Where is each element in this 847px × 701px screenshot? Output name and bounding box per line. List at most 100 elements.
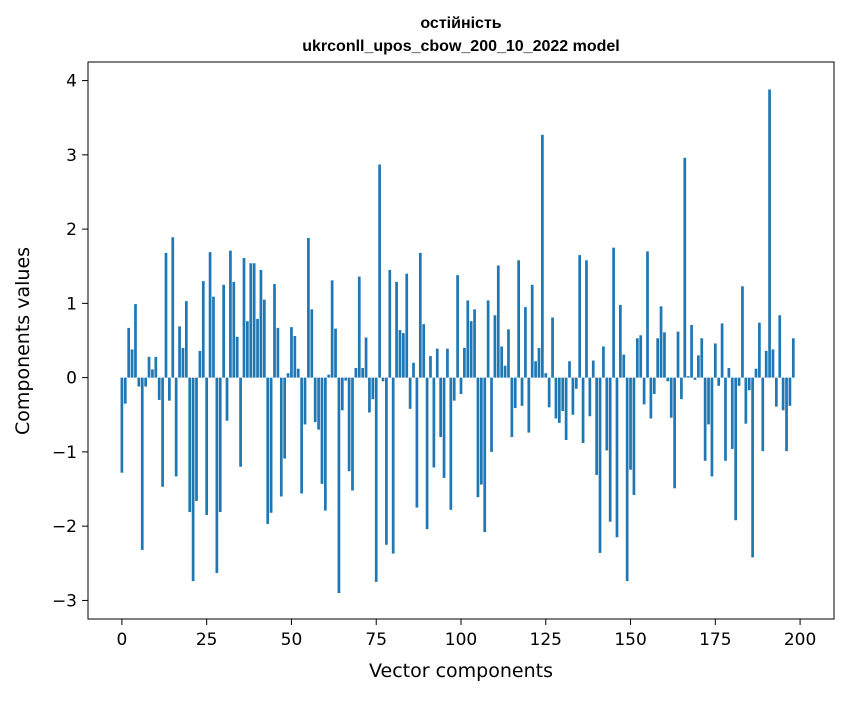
bar-23 — [198, 350, 202, 378]
bar-72 — [364, 337, 368, 378]
bar-78 — [385, 377, 388, 545]
bar-184 — [744, 377, 748, 424]
bar-194 — [778, 315, 782, 378]
bar-182 — [737, 377, 741, 386]
x-axis-label: Vector components — [369, 660, 553, 682]
y-axis-label: Components values — [12, 247, 34, 435]
bar-101 — [463, 347, 466, 378]
bar-119 — [524, 307, 527, 378]
bar-148 — [622, 354, 626, 378]
bar-92 — [432, 377, 436, 468]
bars-group — [120, 89, 795, 593]
bar-127 — [551, 317, 554, 378]
bar-8 — [147, 356, 151, 378]
x-tick-label: 100 — [445, 630, 477, 650]
bar-25 — [205, 377, 209, 516]
bar-11 — [157, 377, 161, 400]
bar-28 — [215, 377, 219, 573]
bar-144 — [608, 377, 612, 522]
y-tick-label: −2 — [52, 517, 77, 537]
bar-21 — [191, 377, 195, 582]
bar-163 — [673, 377, 676, 489]
bar-104 — [473, 309, 476, 378]
bar-36 — [242, 258, 246, 378]
bar-118 — [520, 377, 524, 406]
bar-81 — [395, 281, 398, 378]
bar-143 — [605, 377, 609, 451]
bar-96 — [446, 348, 449, 378]
bar-191 — [768, 89, 771, 378]
bar-46 — [276, 327, 280, 378]
bar-172 — [703, 377, 707, 461]
bar-132 — [568, 361, 571, 378]
bar-149 — [625, 377, 629, 582]
bar-195 — [781, 377, 785, 411]
bar-102 — [466, 300, 470, 378]
bar-174 — [710, 377, 714, 477]
bar-185 — [747, 377, 751, 391]
bar-98 — [452, 377, 456, 401]
bar-109 — [490, 377, 493, 452]
bar-27 — [212, 296, 215, 378]
bar-117 — [517, 260, 520, 378]
bar-38 — [249, 263, 253, 378]
bar-22 — [195, 377, 198, 501]
bar-120 — [527, 377, 531, 433]
bar-140 — [595, 377, 598, 475]
bar-54 — [303, 377, 307, 425]
bar-192 — [771, 349, 775, 378]
bar-188 — [758, 322, 761, 378]
bar-75 — [374, 377, 378, 582]
bar-16 — [174, 377, 178, 477]
bar-176 — [717, 377, 721, 386]
bar-53 — [300, 377, 303, 494]
bar-100 — [459, 377, 463, 394]
bar-13 — [164, 252, 168, 378]
bar-42 — [262, 299, 266, 378]
bar-186 — [751, 377, 754, 558]
bar-44 — [269, 377, 273, 513]
bar-145 — [612, 247, 615, 378]
bar-116 — [513, 377, 517, 409]
bar-196 — [785, 377, 788, 452]
bar-160 — [663, 332, 666, 378]
bar-179 — [727, 367, 731, 378]
bar-6 — [140, 377, 144, 550]
bar-30 — [222, 284, 225, 378]
y-tick-label: −1 — [52, 443, 77, 463]
bar-146 — [615, 377, 619, 538]
bar-34 — [235, 336, 239, 378]
bar-2 — [127, 327, 131, 378]
bar-86 — [412, 362, 415, 378]
bar-74 — [371, 377, 375, 400]
bar-47 — [279, 377, 283, 497]
x-tick-label: 150 — [614, 630, 646, 650]
bar-56 — [310, 309, 314, 378]
bar-99 — [456, 275, 459, 378]
bar-67 — [347, 377, 351, 472]
bar-18 — [181, 347, 185, 378]
bar-88 — [418, 252, 422, 378]
bar-71 — [361, 367, 365, 378]
bar-70 — [357, 276, 361, 378]
bar-35 — [239, 377, 242, 467]
bar-183 — [741, 286, 744, 378]
bar-89 — [422, 324, 426, 378]
bar-61 — [327, 374, 331, 378]
bar-107 — [483, 377, 487, 533]
bar-79 — [388, 269, 392, 378]
bar-5 — [137, 377, 141, 387]
bar-131 — [564, 377, 568, 441]
bar-114 — [507, 329, 510, 378]
bar-106 — [479, 377, 483, 485]
bar-84 — [405, 273, 409, 378]
bar-9 — [151, 369, 154, 378]
y-tick-label: 1 — [66, 294, 77, 314]
bar-49 — [286, 373, 290, 378]
bar-170 — [697, 355, 700, 378]
bar-73 — [368, 377, 371, 413]
x-tick-label: 50 — [281, 630, 303, 650]
bar-57 — [313, 377, 317, 423]
bar-65 — [340, 377, 344, 411]
